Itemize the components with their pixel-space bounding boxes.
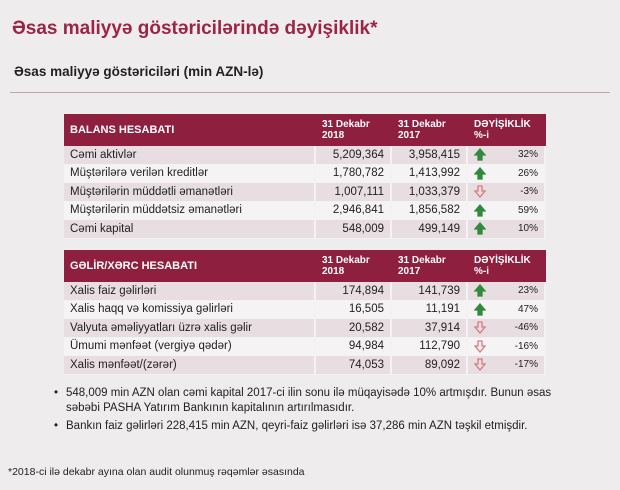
value-2017: 11,191 bbox=[392, 300, 468, 319]
header-cell: GƏLİR/XƏRC HESABATI bbox=[70, 260, 197, 272]
value-2018: 16,505 bbox=[316, 300, 392, 319]
header-cell: BALANS HESABATI bbox=[70, 124, 175, 136]
bullet: • 548,009 min AZN olan cəmi kapital 2017-… bbox=[54, 387, 552, 414]
table-row: Müştərilərin müddətli əmanətləri 1,007,11… bbox=[64, 183, 546, 202]
value-2018: 548,009 bbox=[316, 220, 392, 239]
value-2017: 89,092 bbox=[392, 356, 468, 375]
row-label: Müştərilərin müddətsiz əmanətləri bbox=[64, 201, 316, 220]
table-row: Müştərilərin müddətsiz əmanətləri 2,946,8… bbox=[64, 201, 546, 220]
table-row: Xalis faiz gəlirləri 174,894 141,739 23% bbox=[64, 282, 546, 301]
row-label: Cəmi kapital bbox=[64, 220, 316, 239]
row-label: Xalis faiz gəlirləri bbox=[64, 282, 316, 301]
income-table: GƏLİR/XƏRC HESABATI 31 Dekabr 2018 31 Deka… bbox=[64, 250, 546, 375]
table-row: Müştərilərə verilən kreditlər 1,780,782 1,… bbox=[64, 164, 546, 183]
change-cell: -3% bbox=[468, 183, 546, 202]
row-label: Xalis haqq və komissiya gəlirləri bbox=[64, 300, 316, 319]
divider bbox=[10, 92, 610, 93]
change-cell: 32% bbox=[468, 146, 546, 165]
row-label: Valyuta əməliyyatları üzrə xalis gəlir bbox=[64, 319, 316, 338]
value-2018: 20,582 bbox=[316, 319, 392, 338]
change-cell: 26% bbox=[468, 164, 546, 183]
table-row: Valyuta əməliyyatları üzrə xalis gəlir 20… bbox=[64, 319, 546, 338]
header-cell: DƏYİŞİKLİK %-i bbox=[474, 119, 531, 141]
row-label: Ümumi mənfəət (vergiyə qədər) bbox=[64, 337, 316, 356]
value-2018: 174,894 bbox=[316, 282, 392, 301]
change-cell: 10% bbox=[468, 220, 546, 239]
value-2017: 3,958,415 bbox=[392, 146, 468, 165]
change-cell: -17% bbox=[468, 356, 546, 375]
change-value: 10% bbox=[517, 223, 538, 235]
value-2018: 2,946,841 bbox=[316, 201, 392, 220]
change-value: 26% bbox=[517, 167, 538, 179]
title: Əsas maliyyə göstəricilərində dəyişiklik… bbox=[12, 18, 378, 39]
arrow-up bbox=[474, 148, 486, 161]
arrow-up bbox=[474, 284, 486, 297]
change-cell: 59% bbox=[468, 201, 546, 220]
bullet-text: Bankın faiz gəlirləri 228,415 min AZN, q… bbox=[66, 420, 528, 432]
change-cell: -46% bbox=[468, 319, 546, 338]
value-2018: 94,984 bbox=[316, 337, 392, 356]
arrow-down bbox=[474, 340, 486, 353]
change-value: 47% bbox=[517, 303, 538, 315]
arrow-up bbox=[474, 203, 486, 217]
table-row: Cəmi aktivlər 5,209,364 3,958,415 32% bbox=[64, 146, 546, 165]
balance-table: BALANS HESABATI 31 Dekabr 2018 31 Dekabr 2… bbox=[64, 114, 546, 239]
arrow-down bbox=[474, 321, 486, 335]
value-2017: 499,149 bbox=[392, 220, 468, 239]
row-label: Cəmi aktivlər bbox=[64, 146, 316, 165]
table-header: BALANS HESABATI 31 Dekabr 2018 31 Dekabr 2… bbox=[64, 114, 546, 146]
change-value: -3% bbox=[520, 186, 538, 198]
table-row: Cəmi kapital 548,009 499,149 10% bbox=[64, 220, 546, 239]
row-label: Müştərilərin müddətli əmanətləri bbox=[64, 183, 316, 202]
arrow-down bbox=[474, 185, 486, 199]
header-cell: 31 Dekabr 2018 bbox=[322, 119, 370, 141]
header-cell: 31 Dekabr 2017 bbox=[398, 119, 446, 141]
change-cell: -16% bbox=[468, 337, 546, 356]
change-value: 32% bbox=[517, 149, 538, 161]
change-value: -46% bbox=[514, 322, 538, 334]
table-row: Xalis mənfəət/(zərər) 74,053 89,092 -17% bbox=[64, 356, 546, 375]
arrow-up bbox=[474, 166, 486, 180]
subtitle: Əsas maliyyə göstəriciləri (min AZN-lə) bbox=[14, 64, 264, 79]
footnote: *2018-ci ilə dekabr ayına olan audit olu… bbox=[8, 466, 305, 478]
value-2018: 5,209,364 bbox=[316, 146, 392, 165]
change-value: -17% bbox=[514, 359, 538, 371]
bullet: • Bankın faiz gəlirləri 228,415 min AZN, … bbox=[54, 420, 528, 432]
table-header: GƏLİR/XƏRC HESABATI 31 Dekabr 2018 31 Deka… bbox=[64, 250, 546, 282]
change-value: -16% bbox=[514, 340, 538, 352]
row-label: Müştərilərə verilən kreditlər bbox=[64, 164, 316, 183]
arrow-up bbox=[474, 302, 486, 316]
value-2018: 1,007,111 bbox=[316, 183, 392, 202]
arrow-up bbox=[474, 222, 486, 235]
value-2017: 37,914 bbox=[392, 319, 468, 338]
bullet-text: 548,009 min AZN olan cəmi kapital 2017-c… bbox=[66, 387, 552, 414]
change-value: 23% bbox=[517, 285, 538, 297]
value-2017: 141,739 bbox=[392, 282, 468, 301]
table-row: Xalis haqq və komissiya gəlirləri 16,505 1… bbox=[64, 300, 546, 319]
value-2017: 1,033,379 bbox=[392, 183, 468, 202]
row-label: Xalis mənfəət/(zərər) bbox=[64, 356, 316, 375]
change-value: 59% bbox=[517, 204, 538, 216]
change-cell: 23% bbox=[468, 282, 546, 301]
value-2017: 1,856,582 bbox=[392, 201, 468, 220]
value-2017: 112,790 bbox=[392, 337, 468, 356]
table-row: Ümumi mənfəət (vergiyə qədər) 94,984 112,7… bbox=[64, 337, 546, 356]
change-cell: 47% bbox=[468, 300, 546, 319]
value-2018: 74,053 bbox=[316, 356, 392, 375]
header-cell: DƏYİŞİKLİK %-i bbox=[474, 255, 531, 277]
value-2018: 1,780,782 bbox=[316, 164, 392, 183]
header-cell: 31 Dekabr 2018 bbox=[322, 255, 370, 277]
arrow-down bbox=[474, 358, 486, 372]
value-2017: 1,413,992 bbox=[392, 164, 468, 183]
header-cell: 31 Dekabr 2017 bbox=[398, 255, 446, 277]
